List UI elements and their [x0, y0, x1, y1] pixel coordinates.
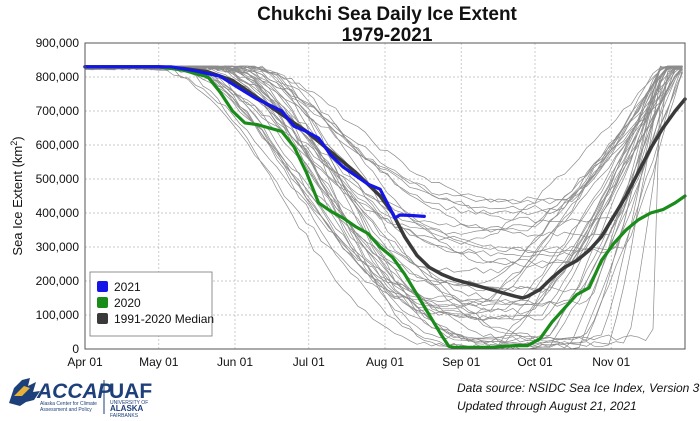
y-tick-label: 500,000	[36, 172, 80, 186]
series-line-median	[83, 65, 687, 300]
polar-bear-icon	[9, 378, 40, 406]
series-lines	[83, 65, 687, 349]
legend-label-2021: 2021	[114, 280, 141, 294]
series-line-2020	[83, 65, 687, 349]
uaf-subtitle-1: UNIVERSITY OF	[110, 400, 148, 406]
uaf-subtitle-2: ALASKA	[110, 404, 144, 413]
y-tick-label: 600,000	[36, 138, 80, 152]
updated-credit: Updated through August 21, 2021	[457, 399, 637, 413]
accap-subtitle-2: Assessment and Policy	[40, 407, 92, 413]
x-tick-label: Apr 01	[67, 355, 103, 369]
y-tick-label: 700,000	[36, 104, 80, 118]
background-year-line	[84, 65, 683, 306]
y-tick-label: 400,000	[36, 206, 80, 220]
legend-label-median: 1991-2020 Median	[114, 312, 214, 326]
y-tick-label: 800,000	[36, 70, 80, 84]
uaf-logo-text: UAF	[109, 380, 152, 403]
y-tick-label: 900,000	[36, 36, 80, 50]
series-line-2021	[83, 65, 426, 220]
background-year-line	[84, 65, 683, 303]
background-year-line	[84, 65, 683, 211]
y-tick-label: 300,000	[36, 240, 80, 254]
plot-frame	[84, 42, 686, 350]
data-source-credit: Data source: NSIDC Sea Ice Index, Versio…	[457, 381, 700, 395]
background-year-line	[84, 65, 683, 203]
legend-label-2020: 2020	[114, 296, 141, 310]
legend-swatch-median	[97, 313, 108, 324]
uaf-subtitle-3: FAIRBANKS	[110, 413, 139, 419]
legend-box	[89, 271, 213, 337]
background-year-line	[84, 65, 683, 238]
y-axis-ticks: 0 100,000 200,000 300,000 400,000 500,000 600,…	[36, 36, 80, 356]
x-tick-label: May 01	[139, 355, 179, 369]
y-tick-label: 100,000	[36, 308, 80, 322]
x-tick-label: Nov 01	[592, 355, 630, 369]
x-axis-ticks: Apr 01 May 01 Jun 01 Jul 01 Aug 01 Sep 01 Oct …	[67, 355, 630, 369]
background-year-line	[84, 65, 683, 216]
y-axis-label: Sea Ice Extent (km2)	[9, 136, 25, 255]
accap-logo-text: ACCAP	[36, 380, 113, 403]
accap-uaf-logo: ACCAP Alaska Center for Climate Assessme…	[9, 378, 152, 419]
background-year-line	[84, 65, 683, 311]
background-year-line	[84, 65, 683, 242]
background-year-line	[84, 65, 683, 308]
background-year-line	[84, 65, 683, 258]
y-tick-label: 0	[72, 342, 79, 356]
y-tick-label: 200,000	[36, 274, 80, 288]
background-year-line	[84, 65, 683, 307]
x-tick-label: Jul 01	[293, 355, 325, 369]
x-tick-label: Sep 01	[442, 355, 480, 369]
accap-subtitle-1: Alaska Center for Climate	[40, 401, 97, 407]
legend-swatch-2020	[97, 297, 108, 308]
x-tick-label: Oct 01	[517, 355, 553, 369]
legend-swatch-2021	[97, 281, 108, 292]
chart-title: Chukchi Sea Daily Ice Extent	[257, 4, 517, 25]
background-year-line	[84, 65, 683, 231]
background-year-line	[84, 65, 683, 205]
x-tick-label: Jun 01	[217, 355, 253, 369]
legend: 2021 2020 1991-2020 Median	[89, 271, 214, 337]
chart-subtitle: 1979-2021	[342, 25, 433, 46]
x-tick-label: Aug 01	[366, 355, 404, 369]
